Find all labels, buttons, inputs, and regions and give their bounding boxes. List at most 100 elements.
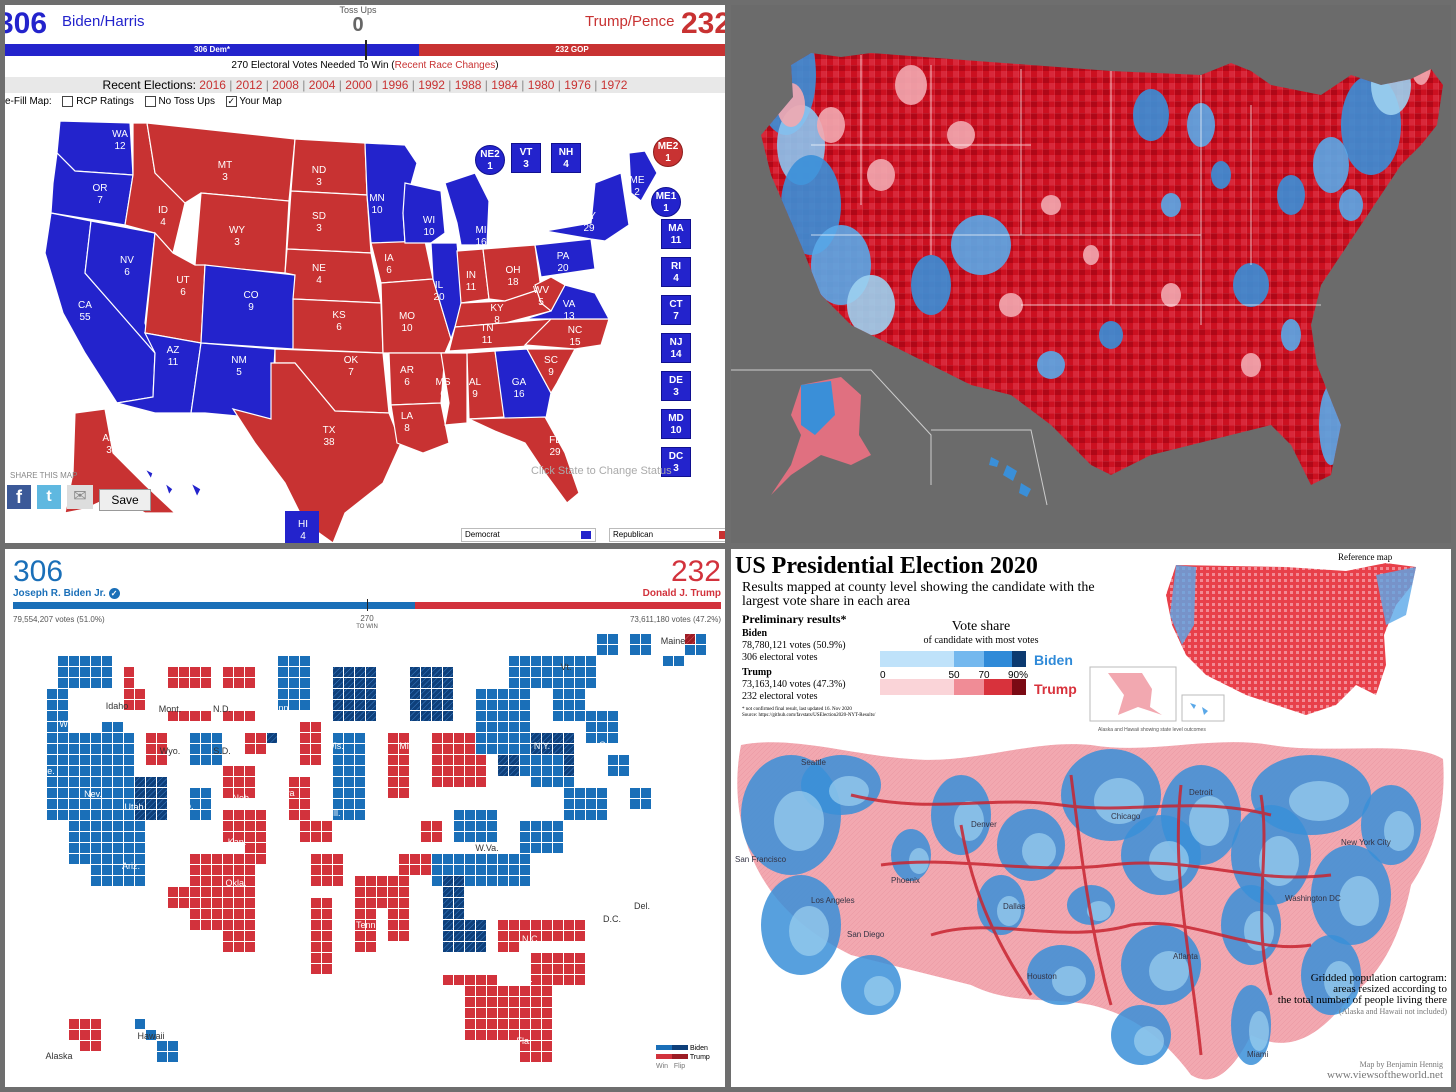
state-tile-cell: [564, 810, 574, 820]
state-nd[interactable]: [290, 138, 368, 196]
state-tile-cell: [201, 744, 211, 754]
tile-ma[interactable]: MA 11: [661, 219, 691, 249]
state-tile-cell: [355, 744, 365, 754]
tile-ri[interactable]: RI 4: [661, 257, 691, 287]
state-fl[interactable]: [468, 416, 580, 504]
state-tile-cell: [388, 777, 398, 787]
biden-area-light: [789, 906, 829, 956]
year-link-1976[interactable]: 1976: [564, 78, 591, 92]
tile-label: Ariz.: [122, 861, 140, 871]
tile-vt[interactable]: VT 3: [511, 143, 541, 173]
state-nc[interactable]: [523, 318, 610, 350]
state-tile-cell: [531, 1041, 541, 1051]
tile-nh[interactable]: NH 4: [551, 143, 581, 173]
state-ne[interactable]: [284, 248, 382, 304]
year-link-2012[interactable]: 2012: [235, 78, 263, 92]
state-tile-cell: [454, 854, 464, 864]
tile-me1[interactable]: ME1 1: [651, 187, 681, 217]
state-tile-cell: [355, 788, 365, 798]
state-tile-cell: [146, 788, 156, 798]
state-hi-tile[interactable]: [285, 511, 319, 543]
state-tile-cell: [190, 711, 200, 721]
your-map-checkbox[interactable]: ✓: [225, 96, 237, 107]
year-link-2008[interactable]: 2008: [272, 78, 299, 92]
reference-hawaii: [1190, 703, 1208, 715]
save-button[interactable]: Save: [99, 489, 151, 511]
state-tile-cell: [245, 821, 255, 831]
state-tile-cell: [212, 755, 222, 765]
state-tile-cell: [399, 777, 409, 787]
state-mo[interactable]: [380, 278, 452, 354]
state-tile-cell: [124, 777, 134, 787]
state-tx[interactable]: [231, 362, 402, 543]
state-label-mn: MN 10: [369, 193, 385, 216]
state-tile-cell: [69, 755, 79, 765]
state-tile-cell: [531, 678, 541, 688]
twitter-share-icon[interactable]: t: [37, 485, 61, 509]
carto-line-1: Gridded population cartogram:: [1310, 972, 1447, 984]
state-ia[interactable]: [370, 240, 434, 284]
dem-electoral-total: 306: [5, 7, 48, 40]
state-tile-cell: [465, 854, 475, 864]
state-tile-cell: [179, 887, 189, 897]
state-tile-cell: [113, 810, 123, 820]
tile-md[interactable]: MD 10: [661, 409, 691, 439]
state-tile-cell: [399, 755, 409, 765]
tile-me2[interactable]: ME2 1: [653, 137, 683, 167]
state-pa[interactable]: [534, 238, 596, 278]
tile-label: Fla.: [516, 1036, 531, 1046]
facebook-share-icon[interactable]: f: [7, 485, 31, 509]
state-abbr: OR: [93, 183, 108, 194]
state-hi[interactable]: [143, 467, 202, 499]
state-tile-cell: [366, 920, 376, 930]
state-mi[interactable]: [444, 172, 490, 246]
state-tile-cell: [542, 832, 552, 842]
year-link-1996[interactable]: 1996: [381, 78, 409, 92]
state-tile-cell: [124, 810, 134, 820]
state-label-wa: WA 12: [112, 129, 128, 152]
year-link-1988[interactable]: 1988: [454, 78, 482, 92]
tile-de[interactable]: DE 3: [661, 371, 691, 401]
year-link-2004[interactable]: 2004: [308, 78, 336, 92]
state-va[interactable]: [524, 284, 611, 320]
state-me[interactable]: [628, 150, 658, 202]
rcp-checkbox[interactable]: [62, 96, 74, 107]
state-abbr: IL: [435, 280, 444, 291]
state-tile-cell: [476, 821, 486, 831]
tile-nj[interactable]: NJ 14: [661, 333, 691, 363]
state-ny[interactable]: [544, 172, 630, 242]
state-tile-cell: [465, 997, 475, 1007]
state-tile-cell: [168, 1041, 178, 1051]
state-tile-cell: [542, 777, 552, 787]
year-link-1984[interactable]: 1984: [491, 78, 518, 92]
year-link-1980[interactable]: 1980: [527, 78, 555, 92]
tile-dc[interactable]: DC 3: [661, 447, 691, 477]
year-link-1972[interactable]: 1972: [600, 78, 628, 92]
state-tile-cell: [344, 810, 354, 820]
state-tile-cell: [564, 953, 574, 963]
tile-ct[interactable]: CT 7: [661, 295, 691, 325]
state-tile-cell: [91, 744, 101, 754]
no-tossups-checkbox[interactable]: [144, 96, 156, 107]
email-share-icon[interactable]: ✉: [67, 485, 93, 509]
year-link-2000[interactable]: 2000: [345, 78, 372, 92]
county-blob: [777, 83, 805, 127]
state-tile-cell: [223, 678, 233, 688]
state-la[interactable]: [390, 402, 450, 454]
state-tile-cell: [454, 755, 464, 765]
recent-race-changes-link[interactable]: Recent Race Changes: [394, 60, 496, 71]
state-tile-cell: [421, 832, 431, 842]
year-link-1992[interactable]: 1992: [418, 78, 445, 92]
state-tile-cell: [344, 799, 354, 809]
state-wv[interactable]: [534, 276, 566, 312]
state-tile-cell: [410, 667, 420, 677]
state-sd[interactable]: [286, 190, 372, 254]
blue-band-70-90: [984, 651, 1012, 667]
state-ms[interactable]: [440, 352, 468, 426]
tile-ne2[interactable]: NE2 1: [475, 145, 505, 175]
state-tile-cell: [465, 755, 475, 765]
year-link-2016[interactable]: 2016: [199, 78, 226, 92]
state-sc[interactable]: [525, 348, 576, 395]
